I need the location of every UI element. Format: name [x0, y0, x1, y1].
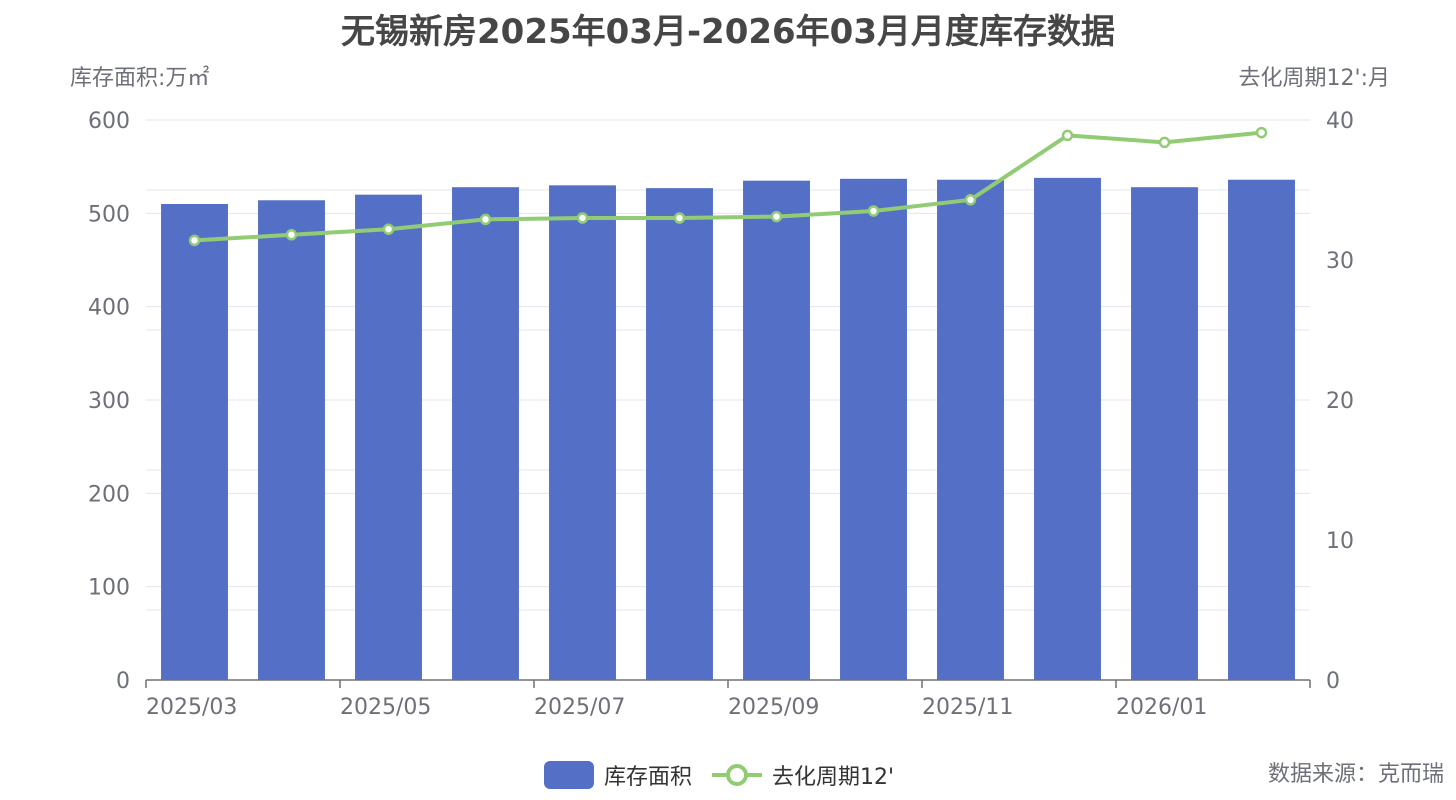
point-cycle-2025/11: [964, 194, 977, 206]
point-cycle-2025/08: [673, 212, 686, 224]
y-left-tick-label: 300: [88, 389, 130, 414]
point-cycle-2025/09: [770, 210, 783, 223]
legend-label-inventory: 库存面积: [604, 765, 693, 790]
bar-inventory-2025/05: [355, 194, 422, 680]
x-tick-label: 2026/01: [1116, 695, 1207, 720]
y-left-tick-label: 600: [88, 109, 130, 134]
x-tick-label: 2025/07: [534, 695, 625, 720]
y-right-tick-label: 30: [1326, 249, 1354, 274]
point-cycle-2025/03: [188, 234, 201, 247]
bar-inventory-2026/02: [1228, 179, 1295, 680]
point-cycle-2026/01: [1158, 136, 1171, 149]
y-left-tick-label: 400: [88, 296, 130, 321]
point-cycle-2025/05: [382, 223, 395, 235]
y-right-tick-label: 0: [1326, 669, 1340, 694]
bar-inventory-2025/10: [840, 178, 907, 681]
line-cycle: [194, 130, 1262, 243]
point-cycle-2025/12: [1061, 129, 1074, 142]
y-axis-left-label: 库存面积:万㎡: [70, 66, 210, 91]
data-source: 数据来源：克而瑞: [1267, 762, 1444, 787]
point-cycle-2026/02: [1255, 126, 1268, 139]
legend-item-cycle[interactable]: 去化周期12': [712, 759, 894, 791]
legend-bar-swatch: [544, 761, 594, 789]
y-right-tick-label: 40: [1326, 109, 1354, 134]
point-cycle-2025/07: [576, 212, 589, 224]
y-left-tick-label: 100: [88, 576, 130, 601]
point-cycle-2025/04: [285, 229, 298, 241]
legend-line-swatch: [712, 764, 763, 786]
y-left-tick-label: 0: [116, 669, 130, 694]
legend-label-cycle: 去化周期12': [772, 765, 895, 790]
legend-item-inventory[interactable]: 库存面积: [544, 759, 692, 791]
y-right-tick-label: 10: [1326, 529, 1354, 554]
bar-inventory-2025/11: [937, 179, 1004, 680]
x-tick-label: 2025/09: [728, 695, 819, 720]
bar-inventory-2025/08: [646, 188, 713, 680]
bar-inventory-2025/03: [161, 204, 228, 680]
bar-inventory-2026/01: [1131, 187, 1198, 680]
y-axis-right-label: 去化周期12':月: [1238, 66, 1390, 91]
point-cycle-2025/06: [479, 213, 492, 226]
y-left-tick-label: 200: [88, 482, 130, 507]
bar-inventory-2025/06: [452, 187, 519, 680]
legend: 库存面积 去化周期12': [544, 758, 914, 792]
bar-inventory-2025/04: [258, 200, 325, 680]
bar-inventory-2025/12: [1034, 177, 1101, 680]
y-left-tick-label: 500: [88, 202, 130, 227]
bar-inventory-2025/07: [549, 185, 616, 681]
point-cycle-2025/10: [867, 205, 880, 217]
x-tick-label: 2025/03: [146, 695, 237, 720]
bar-inventory-2025/09: [743, 180, 810, 680]
y-right-tick-label: 20: [1326, 389, 1354, 414]
chart-title: 无锡新房2025年03月-2026年03月月度库存数据: [341, 12, 1115, 52]
x-tick-label: 2025/05: [340, 695, 431, 720]
x-tick-label: 2025/11: [922, 695, 1013, 720]
